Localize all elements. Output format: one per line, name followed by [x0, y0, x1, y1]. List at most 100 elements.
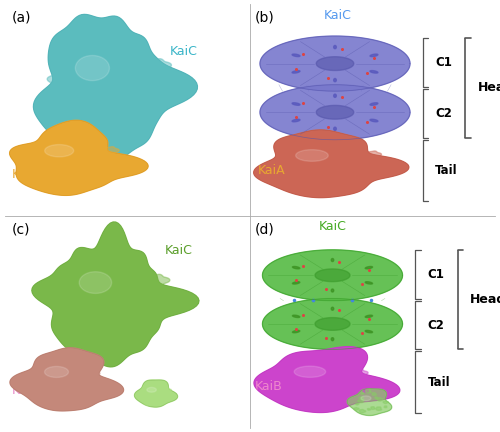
Polygon shape — [334, 79, 336, 82]
Text: Head: Head — [470, 293, 500, 306]
Polygon shape — [290, 173, 301, 178]
Polygon shape — [365, 330, 372, 333]
Polygon shape — [70, 362, 78, 368]
Polygon shape — [365, 282, 372, 284]
Polygon shape — [44, 145, 74, 157]
Polygon shape — [334, 45, 336, 49]
Text: (b): (b) — [255, 11, 275, 25]
Polygon shape — [74, 334, 96, 345]
Polygon shape — [112, 269, 126, 278]
Polygon shape — [361, 396, 371, 400]
Polygon shape — [294, 366, 326, 378]
Polygon shape — [39, 375, 50, 381]
Polygon shape — [279, 392, 289, 397]
Polygon shape — [102, 168, 107, 172]
Polygon shape — [98, 389, 103, 393]
Polygon shape — [365, 315, 372, 318]
Polygon shape — [147, 388, 156, 392]
Text: C2: C2 — [435, 107, 452, 120]
Polygon shape — [358, 399, 364, 403]
Polygon shape — [254, 347, 400, 413]
Polygon shape — [276, 147, 286, 152]
Polygon shape — [262, 299, 402, 349]
Polygon shape — [260, 85, 410, 140]
Polygon shape — [339, 368, 345, 372]
Polygon shape — [34, 153, 46, 161]
Polygon shape — [372, 393, 376, 395]
Polygon shape — [69, 392, 77, 397]
Polygon shape — [102, 379, 111, 384]
Polygon shape — [149, 296, 166, 305]
Polygon shape — [132, 100, 141, 106]
Polygon shape — [44, 134, 49, 138]
Polygon shape — [293, 356, 298, 360]
Polygon shape — [340, 172, 350, 179]
Polygon shape — [80, 259, 88, 264]
Polygon shape — [116, 335, 130, 344]
Polygon shape — [76, 55, 110, 81]
Polygon shape — [36, 171, 46, 177]
Polygon shape — [68, 93, 80, 99]
Polygon shape — [293, 184, 306, 191]
Polygon shape — [165, 388, 172, 391]
Polygon shape — [254, 130, 409, 197]
Polygon shape — [110, 51, 125, 61]
Polygon shape — [120, 316, 138, 327]
Polygon shape — [62, 136, 72, 143]
Polygon shape — [279, 158, 292, 165]
Polygon shape — [156, 399, 160, 401]
Text: C1: C1 — [435, 56, 452, 69]
Polygon shape — [293, 167, 300, 170]
Polygon shape — [134, 310, 143, 316]
Text: (d): (d) — [255, 222, 275, 236]
Text: C1: C1 — [428, 268, 444, 281]
Polygon shape — [292, 267, 300, 269]
Text: KaiC: KaiC — [165, 244, 192, 257]
Polygon shape — [368, 409, 370, 410]
Text: KaiB: KaiB — [12, 384, 40, 397]
Text: Tail: Tail — [435, 164, 458, 177]
Polygon shape — [331, 258, 334, 261]
Polygon shape — [77, 43, 86, 49]
Polygon shape — [370, 54, 378, 57]
Polygon shape — [120, 108, 139, 121]
Polygon shape — [152, 383, 156, 386]
Polygon shape — [315, 269, 350, 282]
Polygon shape — [34, 14, 198, 160]
Polygon shape — [160, 388, 164, 390]
Polygon shape — [315, 318, 350, 330]
Polygon shape — [88, 370, 100, 376]
Polygon shape — [78, 369, 84, 372]
Polygon shape — [40, 182, 54, 189]
Polygon shape — [42, 162, 48, 166]
Polygon shape — [368, 151, 382, 158]
Polygon shape — [146, 383, 148, 385]
Polygon shape — [260, 36, 410, 91]
Polygon shape — [354, 369, 368, 376]
Polygon shape — [366, 389, 371, 393]
Polygon shape — [315, 400, 322, 403]
Polygon shape — [134, 49, 144, 55]
Polygon shape — [51, 49, 67, 59]
Polygon shape — [114, 131, 130, 141]
Polygon shape — [363, 389, 368, 392]
Polygon shape — [31, 393, 40, 398]
Polygon shape — [166, 397, 168, 398]
Polygon shape — [290, 400, 303, 407]
Polygon shape — [328, 392, 336, 397]
Polygon shape — [339, 390, 350, 397]
Polygon shape — [371, 407, 376, 410]
Polygon shape — [134, 380, 178, 407]
Polygon shape — [58, 354, 68, 360]
Polygon shape — [354, 408, 359, 410]
Polygon shape — [74, 314, 90, 323]
Polygon shape — [60, 399, 66, 402]
Polygon shape — [370, 103, 378, 105]
Polygon shape — [32, 222, 199, 367]
Polygon shape — [292, 282, 300, 284]
Polygon shape — [334, 127, 336, 130]
Polygon shape — [383, 401, 388, 403]
Polygon shape — [292, 54, 300, 57]
Polygon shape — [44, 366, 68, 378]
Polygon shape — [331, 307, 334, 310]
